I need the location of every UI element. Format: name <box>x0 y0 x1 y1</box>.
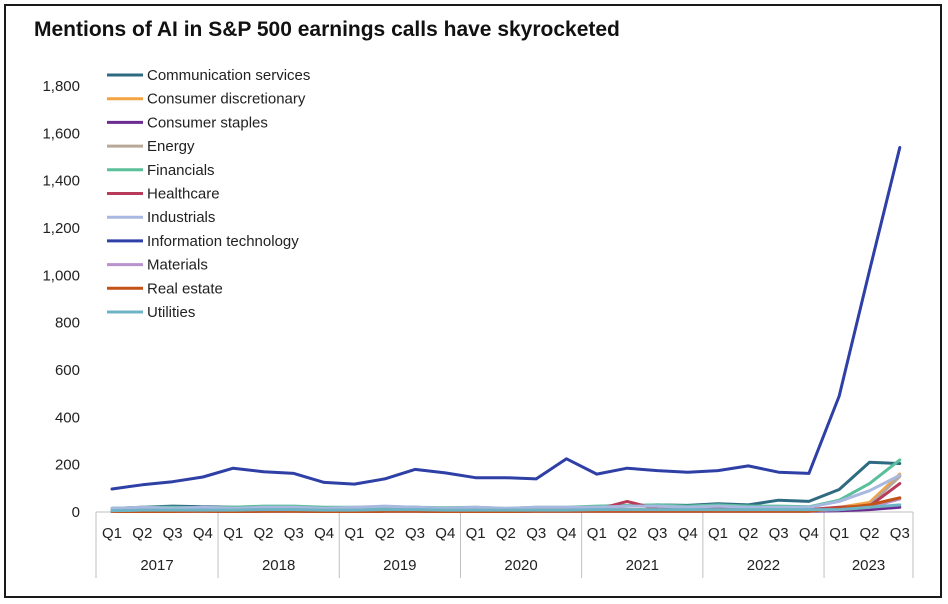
legend-label-energy: Energy <box>147 138 195 155</box>
legend-label-industrials: Industrials <box>147 209 215 226</box>
y-tick-label: 600 <box>55 362 80 379</box>
x-tick-quarter: Q3 <box>890 525 910 542</box>
x-tick-quarter: Q3 <box>163 525 183 542</box>
y-tick-label: 800 <box>55 315 80 332</box>
series-line-utilities <box>110 503 902 513</box>
x-tick-year: 2018 <box>262 557 295 574</box>
x-tick-quarter: Q2 <box>375 525 395 542</box>
x-tick-quarter: Q1 <box>829 525 849 542</box>
x-tick-quarter: Q4 <box>435 525 455 542</box>
x-tick-quarter: Q2 <box>253 525 273 542</box>
x-tick-year: 2020 <box>504 557 537 574</box>
x-tick-quarter: Q3 <box>769 525 789 542</box>
y-tick-label: 0 <box>72 504 80 521</box>
y-tick-label: 1,800 <box>42 78 80 95</box>
legend-label-healthcare: Healthcare <box>147 186 220 203</box>
legend: Communication services Consumer discretio… <box>107 67 310 321</box>
legend-label-consumer-discretionary: Consumer discretionary <box>147 91 306 108</box>
x-tick-quarter: Q1 <box>587 525 607 542</box>
x-tick-quarter: Q4 <box>314 525 334 542</box>
series-line-information-technology <box>110 146 902 491</box>
legend-label-financials: Financials <box>147 162 215 179</box>
series-lines <box>110 146 902 513</box>
x-tick-quarter: Q1 <box>466 525 486 542</box>
x-tick-quarter: Q3 <box>405 525 425 542</box>
x-tick-quarter: Q3 <box>647 525 667 542</box>
legend-label-information-technology: Information technology <box>147 233 299 250</box>
chart-title: Mentions of AI in S&P 500 earnings calls… <box>34 18 620 41</box>
x-tick-quarter: Q2 <box>859 525 879 542</box>
x-tick-quarter: Q2 <box>496 525 516 542</box>
legend-label-materials: Materials <box>147 257 208 274</box>
x-tick-quarter: Q2 <box>132 525 152 542</box>
x-tick-quarter: Q4 <box>799 525 819 542</box>
x-tick-year: 2023 <box>852 557 885 574</box>
y-axis: 0 200 400 600 800 1,000 1,200 1,400 1,600 1,800 <box>42 78 80 521</box>
y-tick-label: 200 <box>55 457 80 474</box>
legend-label-utilities: Utilities <box>147 304 195 321</box>
x-tick-year: 2017 <box>140 557 173 574</box>
x-tick-year: 2021 <box>626 557 659 574</box>
x-tick-quarter: Q1 <box>102 525 122 542</box>
legend-label-communication-services: Communication services <box>147 67 310 84</box>
x-tick-quarter: Q4 <box>556 525 576 542</box>
y-tick-label: 1,400 <box>42 173 80 190</box>
x-tick-quarter: Q1 <box>344 525 364 542</box>
y-tick-label: 1,000 <box>42 267 80 284</box>
series-line-industrials <box>110 473 902 510</box>
x-tick-quarter: Q4 <box>193 525 213 542</box>
x-tick-year: 2022 <box>747 557 780 574</box>
x-tick-year: 2019 <box>383 557 416 574</box>
y-tick-label: 1,600 <box>42 125 80 142</box>
x-tick-quarter: Q1 <box>708 525 728 542</box>
x-tick-quarter: Q2 <box>738 525 758 542</box>
legend-label-real-estate: Real estate <box>147 280 223 297</box>
x-tick-quarter: Q3 <box>284 525 304 542</box>
x-tick-quarter: Q3 <box>526 525 546 542</box>
x-tick-quarter: Q4 <box>678 525 698 542</box>
legend-label-consumer-staples: Consumer staples <box>147 114 268 131</box>
y-tick-label: 400 <box>55 409 80 426</box>
x-tick-quarter: Q1 <box>223 525 243 542</box>
y-tick-label: 1,200 <box>42 220 80 237</box>
x-axis: Q1 Q2 Q3 Q4 Q1 Q2 Q3 Q4 Q1 Q2 Q3 Q4 Q1 Q2 Q3 Q4 Q1 Q2 Q3 Q4… <box>95 511 914 578</box>
x-tick-quarter: Q2 <box>617 525 637 542</box>
